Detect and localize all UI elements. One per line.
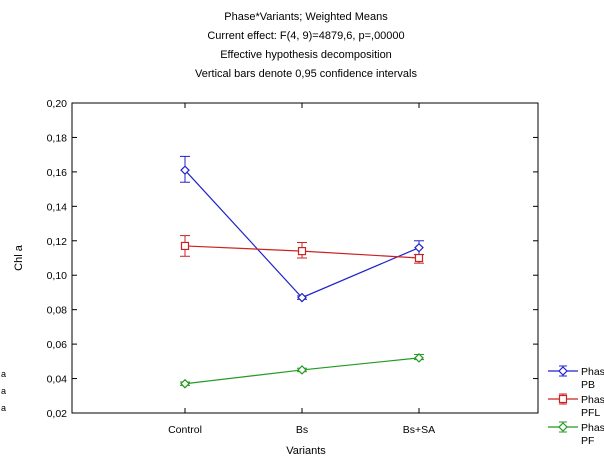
x-tick-label: Control bbox=[168, 424, 202, 436]
series-line bbox=[184, 169, 420, 299]
legend-swatch-marker bbox=[558, 422, 568, 432]
chart-title-line: Effective hypothesis decomposition bbox=[220, 49, 392, 61]
left-edge-mark: a bbox=[1, 369, 6, 379]
plot-area-frame bbox=[71, 102, 539, 414]
x-axis-label: Variants bbox=[286, 445, 326, 457]
y-tick-label: 0,20 bbox=[47, 98, 68, 110]
legend-label-line2: PFL bbox=[581, 407, 600, 419]
y-tick-label: 0,02 bbox=[47, 408, 68, 420]
y-tick-label: 0,18 bbox=[47, 132, 68, 144]
legend-swatch-marker bbox=[558, 366, 568, 376]
series-layer bbox=[180, 155, 424, 389]
legend-label-line2: PB bbox=[581, 379, 595, 391]
data-point bbox=[414, 253, 424, 263]
y-tick-label: 0,16 bbox=[47, 167, 68, 179]
legend-label-line2: PF bbox=[581, 435, 594, 447]
data-point bbox=[297, 247, 307, 256]
chart-title-block: Phase*Variants; Weighted Means Current ef… bbox=[195, 11, 417, 80]
y-tick-label: 0,08 bbox=[47, 305, 68, 317]
series-1 bbox=[180, 155, 424, 303]
series-2 bbox=[180, 235, 424, 264]
left-edge-mark: a bbox=[1, 403, 6, 413]
x-axis: Control Bs Bs+SA Variants bbox=[168, 103, 435, 457]
data-point bbox=[297, 292, 307, 303]
chart-title-line: Vertical bars denote 0,95 confidence int… bbox=[195, 68, 417, 80]
series-3 bbox=[180, 353, 424, 389]
left-edge-mark: a bbox=[1, 386, 6, 396]
x-tick-label: Bs+SA bbox=[403, 424, 435, 436]
x-tick-label: Bs bbox=[296, 424, 308, 436]
y-tick-label: 0,06 bbox=[47, 339, 68, 351]
y-axis: 0,02 0,04 0,06 0,08 0,10 0,12 0,14 0,16 0,18 0,20… bbox=[13, 98, 538, 420]
data-point bbox=[180, 241, 190, 251]
y-tick-label: 0,12 bbox=[47, 236, 68, 248]
chart-title-line: Phase*Variants; Weighted Means bbox=[224, 11, 388, 23]
data-point bbox=[414, 353, 424, 363]
legend-label-line1: Phas bbox=[581, 366, 604, 378]
data-point bbox=[180, 378, 190, 389]
legend-label-line1: Phas bbox=[581, 394, 604, 406]
data-point bbox=[297, 365, 307, 375]
data-point bbox=[180, 165, 190, 176]
y-tick-label: 0,14 bbox=[47, 201, 68, 213]
legend-label-line1: Phas bbox=[581, 422, 604, 434]
y-axis-label: Chl a bbox=[13, 244, 25, 271]
left-edge-marks: aaa bbox=[1, 369, 6, 413]
y-tick-label: 0,10 bbox=[47, 270, 68, 282]
chart-title-line: Current effect: F(4, 9)=4879,6, p=,00000 bbox=[207, 30, 404, 42]
y-tick-label: 0,04 bbox=[47, 374, 68, 386]
legend-swatch-marker bbox=[558, 394, 568, 404]
data-point bbox=[414, 242, 424, 253]
